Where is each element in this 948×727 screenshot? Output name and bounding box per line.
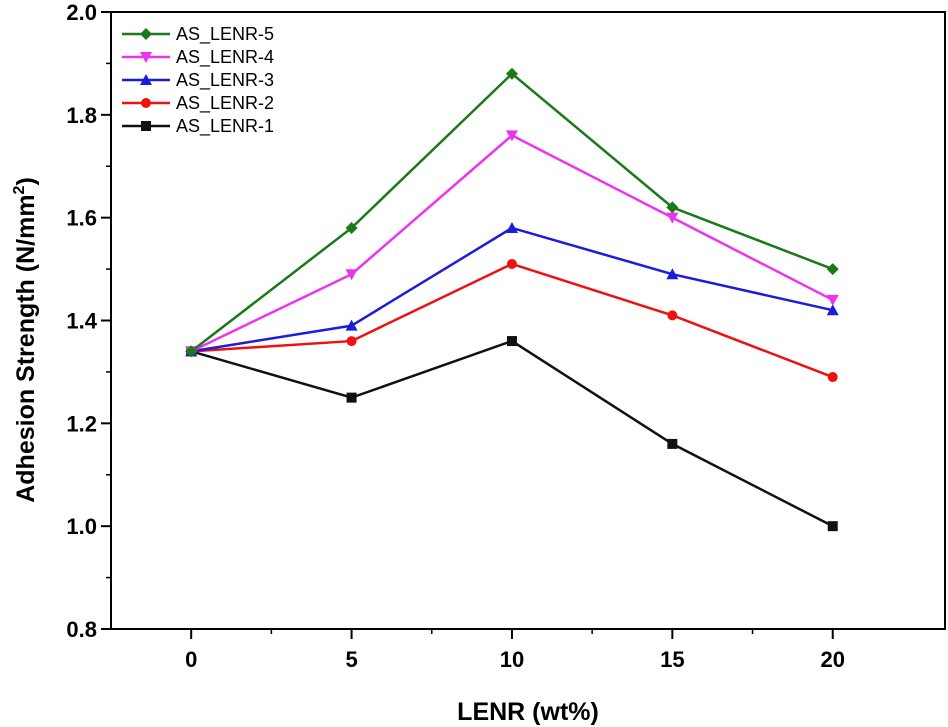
legend-label: AS_LENR-5 [176, 24, 274, 45]
data-point [826, 263, 839, 276]
data-point [666, 201, 679, 214]
series-layer [185, 67, 839, 532]
data-point [505, 67, 518, 80]
data-point [505, 130, 518, 142]
legend-marker [140, 74, 152, 85]
x-axis-title: LENR (wt%) [457, 698, 599, 726]
data-point [826, 304, 839, 316]
legend-marker [140, 28, 152, 40]
data-point [506, 258, 517, 269]
y-axis-title-end: ) [12, 177, 40, 185]
x-tick-label: 5 [345, 647, 357, 672]
data-point [667, 438, 678, 449]
y-tick-label: 1.4 [66, 309, 97, 334]
legend-marker [141, 121, 151, 131]
series-as-lenr-5 [185, 67, 839, 358]
y-axis: 0.8 1.0 1.2 1.4 1.6 1.8 2.0 [66, 0, 111, 642]
y-tick-label: 1.2 [66, 411, 97, 436]
data-point [666, 212, 679, 224]
legend-label: AS_LENR-3 [176, 70, 274, 91]
series-line [191, 262, 834, 379]
data-point [345, 319, 358, 331]
series-as-lenr-2 [186, 258, 838, 383]
x-tick-label: 0 [185, 647, 197, 672]
x-tick-label: 15 [660, 647, 684, 672]
data-point [346, 336, 357, 347]
series-line [190, 226, 834, 353]
y-axis-title-superscript: 2 [11, 185, 28, 194]
legend-item-as-lenr-4: AS_LENR-4 [122, 47, 274, 68]
legend-label: AS_LENR-1 [176, 116, 274, 137]
series-as-lenr-4 [185, 130, 839, 358]
data-point [666, 268, 679, 280]
x-axis: 0 5 10 15 20 [185, 629, 845, 672]
legend-item-as-lenr-1: AS_LENR-1 [122, 116, 274, 137]
y-axis-title: Adhesion Strength (N/mm2) [11, 177, 40, 503]
legend-marker [141, 98, 151, 108]
series-line [190, 339, 834, 528]
data-point [185, 345, 198, 358]
series-line [190, 72, 834, 353]
data-point [827, 372, 838, 383]
series-line [190, 133, 834, 353]
series-as-lenr-1 [186, 336, 838, 532]
y-tick-label: 1.8 [66, 103, 97, 128]
y-axis-title-main: Adhesion Strength (N/mm [12, 194, 40, 502]
x-tick-label: 20 [820, 647, 844, 672]
legend-label: AS_LENR-2 [176, 93, 274, 114]
legend-marker [140, 52, 152, 63]
legend-item-as-lenr-2: AS_LENR-2 [122, 93, 274, 114]
legend-item-as-lenr-3: AS_LENR-3 [122, 70, 274, 91]
y-tick-label: 1.6 [66, 206, 97, 231]
y-tick-label: 0.8 [66, 617, 97, 642]
data-point [346, 392, 357, 403]
data-point [667, 310, 678, 321]
x-tick-label: 10 [500, 647, 524, 672]
data-point [506, 336, 517, 347]
y-tick-label: 1.0 [66, 514, 97, 539]
legend: AS_LENR-5AS_LENR-4AS_LENR-3AS_LENR-2AS_L… [122, 24, 274, 137]
data-point [345, 221, 358, 234]
legend-item-as-lenr-5: AS_LENR-5 [122, 24, 274, 45]
data-point [345, 269, 358, 281]
y-tick-label: 2.0 [66, 0, 97, 25]
legend-label: AS_LENR-4 [176, 47, 274, 68]
data-point [505, 221, 518, 233]
data-point [826, 294, 839, 306]
data-point [827, 521, 838, 532]
